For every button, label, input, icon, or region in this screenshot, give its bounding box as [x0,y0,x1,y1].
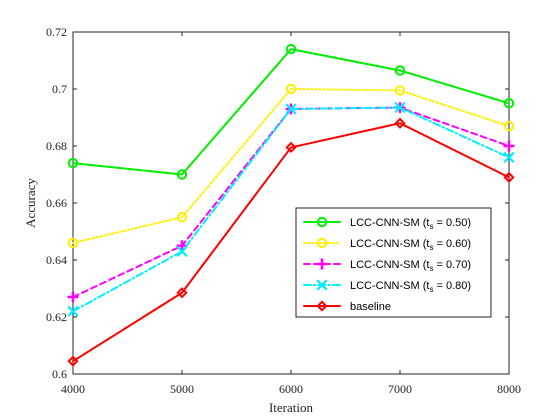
series-3-point-5 [503,140,515,152]
series-5-point-3 [285,141,297,154]
series-2-point-4 [394,85,406,96]
y-tick-label-0.72: 0.72 [46,25,67,39]
series-1 [67,43,515,180]
series-line-5 [72,122,510,363]
x-axis-ticks: 4000 5000 6000 7000 8000 [61,32,521,396]
series-2-point-5 [503,120,515,132]
legend-label-suffix-3: = 0.70) [433,259,471,271]
legend-label-subscript-2: s [429,243,433,252]
legend-label-prefix-4: LCC-CNN-SM (t [350,280,429,292]
series-4-point-2 [176,246,188,257]
series-3-point-2 [176,240,188,252]
legend-item-1: LCC-CNN-SM (ts = 0.50) [303,216,471,231]
series-layer [67,43,515,367]
series-4-point-5 [503,152,515,163]
legend-label-prefix-5: baseline [350,301,391,313]
series-3-point-1 [67,291,79,303]
legend-label-4: LCC-CNN-SM (ts = 0.80) [350,280,471,294]
series-1-point-2 [176,169,188,180]
series-4-point-4 [394,102,406,113]
series-2-point-3 [285,83,297,95]
x-axis-label: Iteration [269,400,314,415]
y-tick-label-0.64: 0.64 [46,253,67,267]
legend-label-prefix-1: LCC-CNN-SM (t [350,217,429,229]
y-tick-label-0.66: 0.66 [46,196,67,210]
series-1-point-1 [67,157,79,169]
legend-label-suffix-2: = 0.60) [433,238,471,250]
series-4-point-3 [285,103,297,115]
legend: LCC-CNN-SM (ts = 0.50)LCC-CNN-SM (ts = 0… [295,207,492,318]
x-tick-label-8000: 8000 [497,382,521,396]
legend-label-subscript-1: s [429,222,433,231]
legend-label-2: LCC-CNN-SM (ts = 0.60) [350,238,471,252]
y-tick-label-0.6: 0.6 [52,367,67,381]
series-4 [67,102,515,317]
legend-label-prefix-3: LCC-CNN-SM (t [350,259,429,271]
series-2-point-2 [176,212,188,223]
series-line-1 [72,48,510,176]
x-tick-label-5000: 5000 [170,382,194,396]
series-5-point-1 [67,355,79,367]
series-1-point-3 [285,43,297,55]
legend-label-subscript-4: s [429,285,433,294]
series-5 [67,117,515,367]
x-tick-label-7000: 7000 [388,382,412,396]
y-tick-label-0.7: 0.7 [52,82,67,96]
legend-label-suffix-4: = 0.80) [433,280,471,292]
legend-label-5: baseline [350,301,391,313]
legend-item-2: LCC-CNN-SM (ts = 0.60) [303,237,471,252]
series-4-point-1 [67,306,79,317]
series-line-2 [72,88,510,244]
series-5-point-5 [503,171,515,183]
legend-label-suffix-1: = 0.50) [433,217,471,229]
legend-item-5: baseline [303,300,391,313]
series-2 [67,83,515,249]
series-2-point-1 [67,237,79,249]
x-tick-label-4000: 4000 [61,382,85,396]
legend-label-3: LCC-CNN-SM (ts = 0.70) [350,259,471,273]
legend-marker-4 [316,279,328,291]
y-axis-label: Accuracy [23,178,38,228]
legend-item-3: LCC-CNN-SM (ts = 0.70) [303,258,471,273]
y-tick-label-0.68: 0.68 [46,139,67,153]
legend-marker-1 [316,216,328,228]
legend-item-4: LCC-CNN-SM (ts = 0.80) [303,279,471,294]
legend-label-subscript-3: s [429,264,433,273]
legend-label-1: LCC-CNN-SM (ts = 0.50) [350,217,471,231]
series-1-point-4 [394,65,406,76]
series-5-point-2 [176,287,188,299]
y-tick-label-0.62: 0.62 [46,310,67,324]
series-1-point-5 [503,98,515,109]
x-tick-label-6000: 6000 [279,382,303,396]
legend-marker-3 [316,258,328,270]
legend-marker-5 [316,300,328,312]
legend-marker-2 [316,237,328,249]
legend-box [295,207,492,318]
legend-label-prefix-2: LCC-CNN-SM (t [350,238,429,250]
series-5-point-4 [394,117,406,129]
y-axis-ticks: 0.6 0.62 0.64 0.66 0.68 0.7 0.72 [46,25,509,381]
